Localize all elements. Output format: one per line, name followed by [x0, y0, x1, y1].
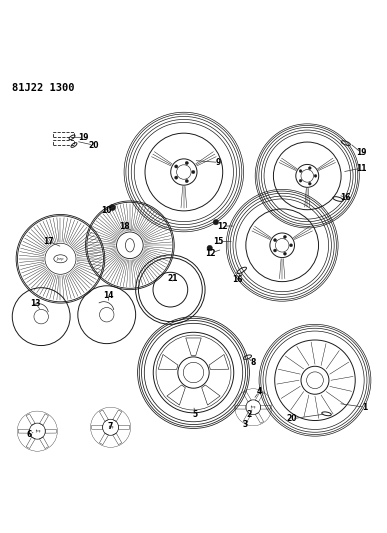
Circle shape — [192, 171, 195, 174]
Text: 12: 12 — [205, 248, 216, 257]
Text: 8: 8 — [250, 358, 256, 367]
Circle shape — [299, 179, 302, 182]
Circle shape — [45, 243, 76, 274]
Circle shape — [110, 205, 116, 211]
Circle shape — [116, 232, 143, 259]
Text: 18: 18 — [119, 222, 129, 230]
Text: 2: 2 — [247, 410, 252, 419]
Circle shape — [314, 174, 317, 177]
Text: 15: 15 — [213, 237, 224, 246]
Text: 20: 20 — [88, 141, 98, 150]
Circle shape — [175, 165, 178, 168]
Text: 21: 21 — [167, 273, 178, 282]
Text: Jeep: Jeep — [250, 405, 256, 409]
Text: 13: 13 — [30, 298, 41, 308]
Text: 19: 19 — [78, 133, 89, 142]
Text: 12: 12 — [217, 222, 228, 230]
Circle shape — [308, 182, 311, 185]
Text: 5: 5 — [193, 410, 198, 419]
Text: 16: 16 — [341, 192, 351, 201]
Circle shape — [274, 249, 276, 252]
Circle shape — [207, 245, 212, 251]
Circle shape — [283, 252, 286, 255]
Circle shape — [299, 169, 302, 172]
Circle shape — [175, 176, 178, 179]
Text: 81J22 1300: 81J22 1300 — [12, 83, 75, 93]
Text: 9: 9 — [216, 158, 221, 167]
Text: 10: 10 — [101, 206, 112, 215]
Text: 20: 20 — [287, 414, 297, 423]
Circle shape — [283, 236, 286, 238]
Circle shape — [185, 161, 188, 165]
Text: 19: 19 — [356, 148, 366, 157]
Text: 1: 1 — [363, 403, 368, 412]
Text: 7: 7 — [108, 422, 113, 431]
Text: Jeep: Jeep — [108, 425, 113, 429]
Text: 4: 4 — [257, 387, 262, 397]
Circle shape — [308, 167, 311, 169]
Text: Jeep: Jeep — [57, 257, 64, 261]
Circle shape — [274, 239, 276, 241]
Text: Jeep: Jeep — [35, 429, 40, 433]
Text: 16: 16 — [233, 276, 243, 285]
Circle shape — [289, 244, 293, 247]
Circle shape — [213, 220, 219, 225]
Text: 17: 17 — [44, 237, 54, 246]
Text: 14: 14 — [103, 291, 114, 300]
Circle shape — [185, 180, 188, 183]
Text: 6: 6 — [27, 430, 32, 439]
Text: 3: 3 — [243, 420, 248, 429]
Text: 11: 11 — [356, 164, 366, 173]
Bar — [53, 140, 74, 145]
Bar — [53, 132, 74, 138]
